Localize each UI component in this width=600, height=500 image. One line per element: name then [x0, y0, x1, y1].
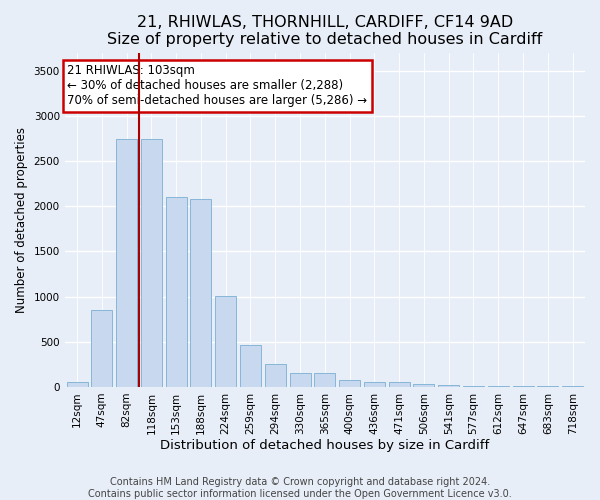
Y-axis label: Number of detached properties: Number of detached properties — [15, 127, 28, 313]
Bar — [488, 386, 509, 387]
Bar — [364, 382, 385, 387]
Bar — [512, 386, 533, 387]
X-axis label: Distribution of detached houses by size in Cardiff: Distribution of detached houses by size … — [160, 440, 490, 452]
Text: Contains HM Land Registry data © Crown copyright and database right 2024.
Contai: Contains HM Land Registry data © Crown c… — [88, 478, 512, 499]
Bar — [562, 386, 583, 387]
Bar — [389, 382, 410, 387]
Bar — [339, 380, 360, 387]
Bar — [141, 138, 162, 387]
Bar — [91, 310, 112, 387]
Bar — [538, 386, 559, 387]
Bar — [290, 372, 311, 387]
Bar — [438, 385, 459, 387]
Bar — [116, 138, 137, 387]
Bar — [190, 199, 211, 387]
Bar — [314, 373, 335, 387]
Text: 21 RHIWLAS: 103sqm
← 30% of detached houses are smaller (2,288)
70% of semi-deta: 21 RHIWLAS: 103sqm ← 30% of detached hou… — [67, 64, 367, 108]
Bar — [240, 346, 261, 387]
Bar — [215, 296, 236, 387]
Bar — [265, 364, 286, 387]
Bar — [463, 386, 484, 387]
Title: 21, RHIWLAS, THORNHILL, CARDIFF, CF14 9AD
Size of property relative to detached : 21, RHIWLAS, THORNHILL, CARDIFF, CF14 9A… — [107, 15, 542, 48]
Bar — [166, 198, 187, 387]
Bar — [67, 382, 88, 387]
Bar — [413, 384, 434, 387]
